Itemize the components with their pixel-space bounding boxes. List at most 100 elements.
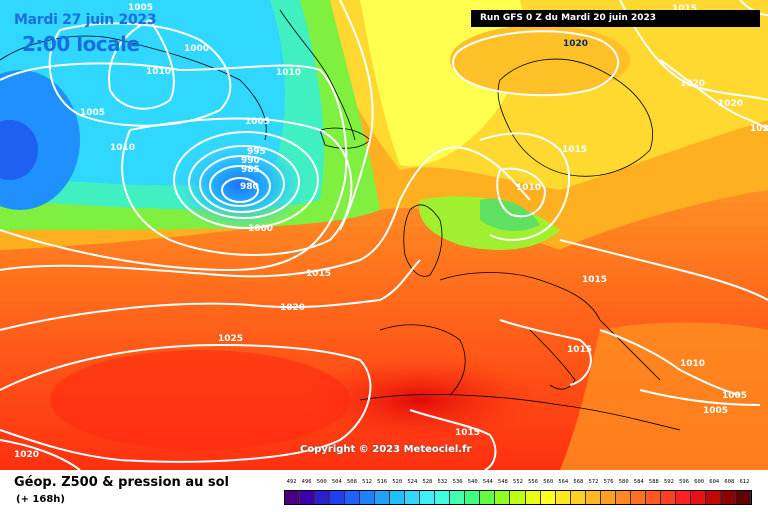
- scale-swatch: [735, 491, 751, 504]
- isobar-label: 995: [247, 147, 266, 157]
- scale-swatch: [585, 491, 601, 504]
- isobar-label: 1010: [680, 359, 705, 369]
- scale-label: 584: [633, 479, 644, 485]
- isobar-label: 990: [241, 156, 260, 166]
- scale-label: 556: [528, 479, 539, 485]
- isobar-label: 1015: [455, 428, 480, 438]
- isobar-1020-atlantic: [0, 259, 421, 331]
- scale-swatch: [540, 491, 556, 504]
- scale-label: 500: [316, 479, 327, 485]
- isobar-label: 1020: [680, 79, 705, 89]
- isobar-label: 1010: [110, 143, 135, 153]
- scale-label: 512: [362, 479, 372, 485]
- scale-swatch: [330, 491, 346, 504]
- copyright-text: Copyright © 2023 Meteociel.fr: [300, 444, 472, 455]
- scale-label: 508: [346, 479, 357, 485]
- isobar-label: 1020: [280, 303, 305, 313]
- scale-swatch: [525, 491, 541, 504]
- isobar-label: 1020: [718, 99, 743, 109]
- isobar-label: 1005: [245, 117, 270, 127]
- isobar-1015-scandinavia: [479, 132, 571, 241]
- scale-swatch: [300, 491, 316, 504]
- isobar-1010-balkans: [599, 329, 741, 396]
- forecast-time: 2:00 locale: [22, 32, 140, 56]
- isobar-label: 1010: [516, 183, 541, 193]
- scale-swatch: [390, 491, 406, 504]
- svalbard-coast: [279, 9, 356, 141]
- isobar-label: 1020: [14, 450, 39, 460]
- isobar-label: 1000: [248, 224, 273, 234]
- isobar-1005-greenland: [48, 22, 232, 127]
- forecast-date: Mardi 27 juin 2023: [14, 12, 157, 28]
- italy-coast: [529, 329, 576, 390]
- isobar-980: [221, 177, 259, 203]
- isobar-995: [188, 145, 300, 219]
- scale-label: 504: [331, 479, 342, 485]
- scale-swatch: [570, 491, 586, 504]
- scale-swatch: [660, 491, 676, 504]
- isobar-label: 985: [241, 165, 260, 175]
- isobar-label: 1025: [218, 334, 243, 344]
- scale-label: 592: [663, 479, 674, 485]
- z500-west-trough-core: [0, 120, 38, 180]
- isobar-1015-libya: [409, 409, 497, 470]
- isobar-1005-greece: [639, 389, 761, 406]
- isobar-label: 1020: [563, 39, 588, 49]
- legend-title: Géop. Z500 & pression au sol: [14, 475, 229, 490]
- isobar-label: 1015: [582, 275, 607, 285]
- scale-swatch: [480, 491, 496, 504]
- isobar-1010-northsea: [496, 167, 547, 218]
- europe-coast: [439, 272, 661, 381]
- legend-subtitle: (+ 168h): [16, 494, 65, 505]
- scale-label: 572: [588, 479, 599, 485]
- scale-swatch: [510, 491, 526, 504]
- scale-label: 568: [573, 479, 584, 485]
- isobar-1020-barents: [619, 0, 768, 101]
- scale-swatch: [360, 491, 376, 504]
- scale-swatch: [690, 491, 706, 504]
- map-canvas: 1005 1000 1010 1010 1005 1010 1005 995 9…: [0, 0, 768, 470]
- scandinavia-coast: [497, 58, 653, 177]
- isobar-1000-low: [173, 131, 319, 229]
- isobar-1000-greenland: [108, 19, 175, 110]
- isobar-label: 980: [240, 182, 259, 192]
- scale-swatch: [630, 491, 646, 504]
- scale-swatch: [615, 491, 631, 504]
- scale-label: 580: [618, 479, 629, 485]
- isobar-1025-azores: [0, 343, 372, 463]
- scale-label: 576: [603, 479, 614, 485]
- greenland-coast: [0, 35, 267, 141]
- scale-label: 600: [694, 479, 705, 485]
- scale-label: 604: [709, 479, 720, 485]
- isobar-labels: 1005 1000 1010 1010 1005 1010 1005 995 9…: [14, 3, 768, 460]
- isobar-label: 1005: [722, 391, 747, 401]
- isobar-label: 1020: [750, 124, 768, 134]
- scale-label: 516: [377, 479, 388, 485]
- scale-swatch: [720, 491, 736, 504]
- scale-label: 608: [724, 479, 735, 485]
- scale-swatch: [450, 491, 466, 504]
- scale-label: 536: [452, 479, 463, 485]
- scale-label: 560: [543, 479, 554, 485]
- legend-footer: Géop. Z500 & pression au sol (+ 168h) 49…: [0, 470, 768, 512]
- scale-label: 520: [392, 479, 403, 485]
- isobar-990: [199, 155, 285, 213]
- scale-label: 492: [286, 479, 297, 485]
- scale-swatch: [405, 491, 421, 504]
- scale-swatch: [465, 491, 481, 504]
- isobar-1020-bottom: [0, 439, 81, 470]
- isobar-1010-greenland: [0, 62, 348, 272]
- scale-swatch: [645, 491, 661, 504]
- scale-swatch: [315, 491, 331, 504]
- scale-swatch: [285, 491, 301, 504]
- isobar-1015-italy: [499, 319, 592, 386]
- scale-label: 524: [407, 479, 418, 485]
- scale-swatch: [600, 491, 616, 504]
- isobar-label: 1010: [276, 68, 301, 78]
- scale-label: 612: [739, 479, 750, 485]
- scale-label: 596: [679, 479, 690, 485]
- scale-swatch: [435, 491, 451, 504]
- isobar-label: 1000: [184, 44, 209, 54]
- isobar-label: 1005: [80, 108, 105, 118]
- color-scale-bar: [284, 490, 752, 505]
